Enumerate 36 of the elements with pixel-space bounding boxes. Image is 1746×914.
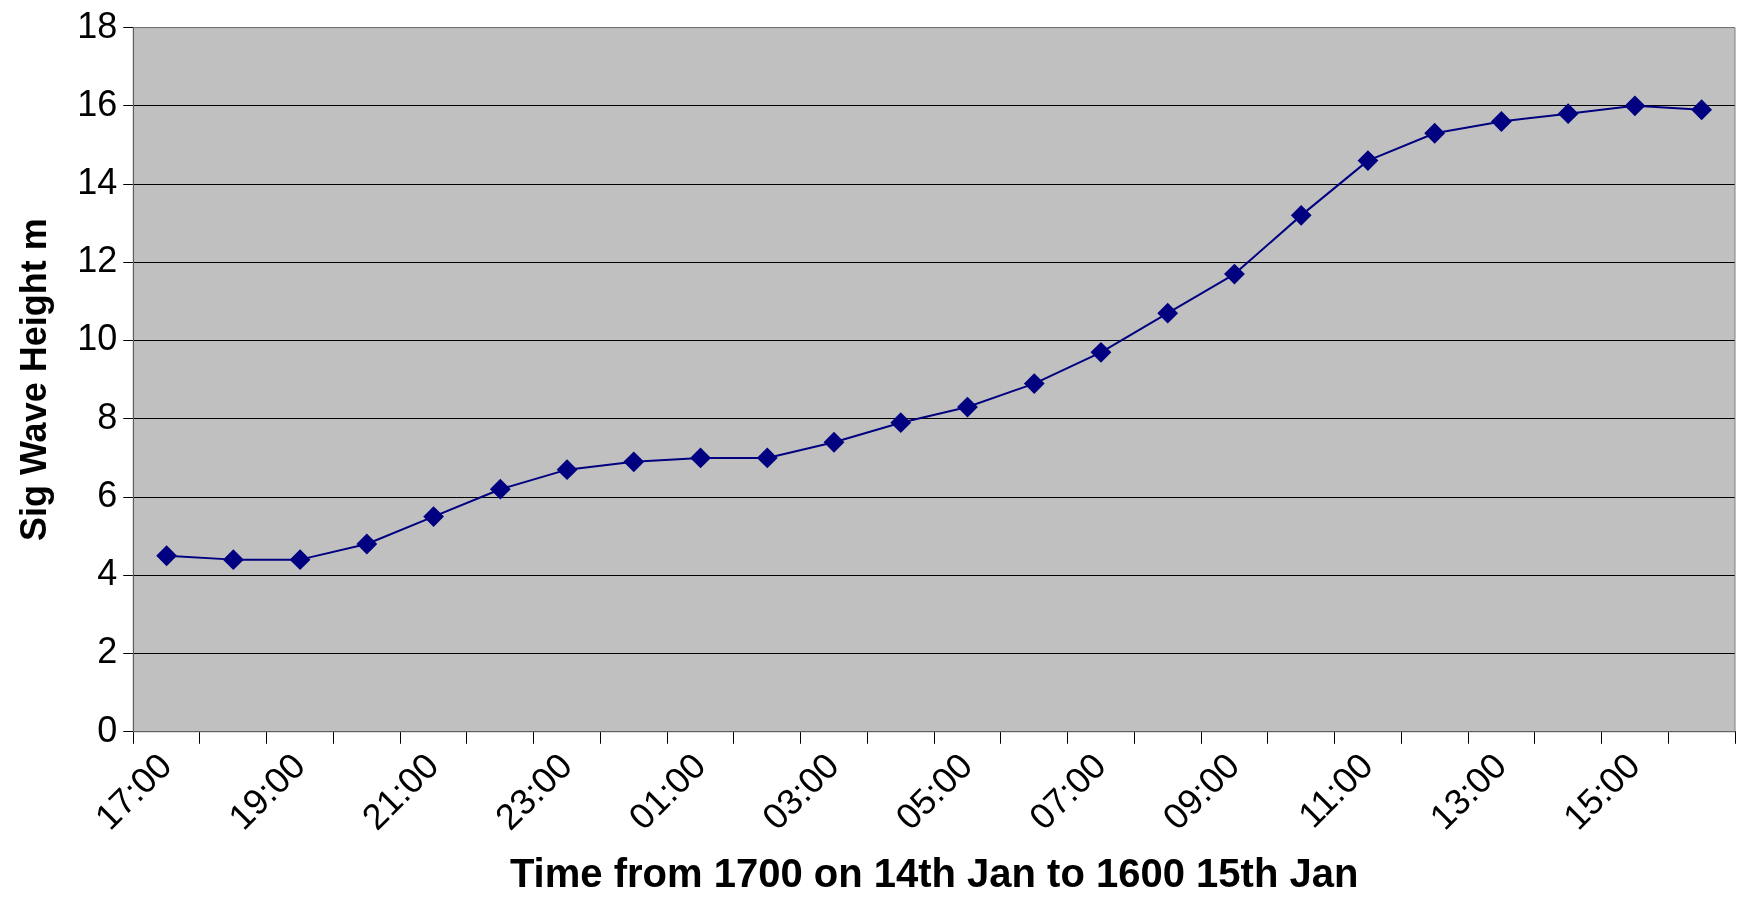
point	[1090, 342, 1111, 363]
point	[156, 545, 177, 566]
point	[223, 549, 244, 570]
point	[1291, 205, 1312, 226]
y-tick-label: 12	[77, 239, 118, 281]
point	[1558, 103, 1579, 124]
point	[623, 451, 644, 472]
y-tick-label: 0	[97, 708, 118, 750]
y-tick-label: 4	[97, 552, 118, 594]
point	[824, 432, 845, 453]
point	[557, 459, 578, 480]
point	[1424, 123, 1445, 144]
point	[490, 479, 511, 500]
y-tick-label: 8	[97, 395, 118, 437]
point	[890, 412, 911, 433]
point	[1491, 111, 1512, 132]
point	[1624, 95, 1645, 116]
y-tick-label: 10	[77, 317, 118, 359]
point	[1357, 150, 1378, 171]
y-tick-label: 18	[77, 4, 118, 46]
x-axis-title: Time from 1700 on 14th Jan to 1600 15th Jan	[509, 851, 1359, 896]
point	[356, 533, 377, 554]
y-tick-label: 14	[77, 161, 118, 202]
y-tick-label: 2	[97, 630, 118, 672]
point	[757, 447, 778, 468]
point	[1224, 264, 1245, 285]
point	[957, 397, 978, 418]
y-tick-label: 6	[97, 473, 118, 515]
point	[1157, 303, 1178, 324]
y-axis-title: Sig Wave Height m	[12, 218, 54, 542]
point	[290, 549, 311, 570]
point	[1024, 373, 1045, 394]
point	[690, 447, 711, 468]
point	[1691, 99, 1712, 120]
y-tick-label: 16	[77, 82, 118, 124]
point	[423, 506, 444, 527]
